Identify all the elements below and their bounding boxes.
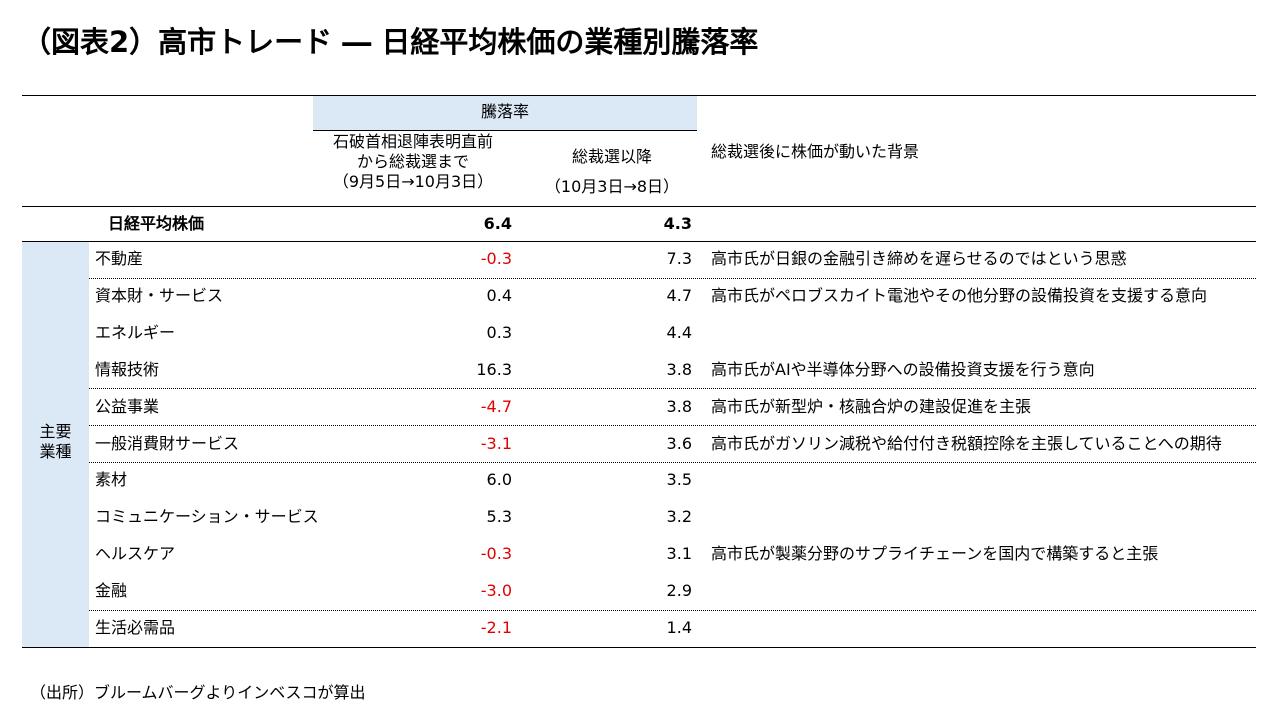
row-value: 1.4 [666, 618, 692, 637]
row-value: 3.8 [666, 396, 692, 416]
row-label: 生活必需品 [95, 618, 176, 637]
row-value: 3.2 [666, 507, 692, 527]
row-label: 公益事業 [95, 396, 160, 416]
header-fill [313, 95, 697, 130]
row-value: -3.0 [480, 581, 512, 601]
header-col: 総裁選以降 （10月3日→8日） [512, 142, 712, 202]
row-value: 3.6 [666, 433, 692, 453]
row-label: コミュニケーション・サービス [95, 507, 319, 527]
row-value: 5.3 [486, 507, 512, 527]
header-group: 騰落率 [480, 102, 529, 121]
rule [22, 241, 1256, 242]
row-value: 3.1 [666, 544, 692, 564]
row-reason: 高市氏がペロブスカイト電池やその他分野の設備投資を支援する意向 [711, 285, 1208, 305]
row-value: 4.7 [666, 285, 692, 305]
total-value: 6.4 [483, 214, 512, 233]
row-value: -2.1 [480, 618, 512, 637]
group-label: 主要 業種 [22, 422, 89, 462]
dotted-rule [89, 277, 1256, 279]
header-line: （9月5日→10月3日） [332, 172, 494, 191]
header-col: 石破首相退陣表明直前 から総裁選まで （9月5日→10月3日） [313, 132, 513, 192]
group-line: 業種 [39, 442, 72, 461]
row-label: エネルギー [95, 322, 176, 342]
row-label: 一般消費財サービス [95, 433, 240, 453]
row-value: 4.4 [666, 322, 692, 342]
row-value: -3.1 [480, 433, 512, 453]
header-line: （10月3日→8日） [544, 177, 680, 196]
row-label: 不動産 [95, 249, 144, 268]
row-label: 情報技術 [95, 359, 160, 379]
rule [22, 647, 1256, 648]
header-line: 石破首相退陣表明直前 [332, 132, 493, 151]
row-reason: 高市氏が製薬分野のサプライチェーンを国内で構築すると主張 [711, 544, 1159, 564]
header-line: 総裁選以降 [571, 147, 652, 166]
header-line: から総裁選まで [356, 152, 469, 171]
dotted-rule [89, 388, 1256, 390]
header-col: 総裁選後に株価が動いた背景 [711, 142, 920, 161]
total-value: 4.3 [663, 214, 692, 233]
row-reason: 高市氏が新型炉・核融合炉の建設促進を主張 [711, 396, 1032, 416]
row-reason: 高市氏が日銀の金融引き締めを遅らせるのではという思惑 [711, 249, 1127, 268]
row-reason: 高市氏がガソリン減税や給付付き税額控除を主張していることへの期待 [711, 433, 1222, 453]
dotted-rule [89, 462, 1256, 463]
row-value: 6.0 [486, 470, 512, 490]
row-value: 3.5 [666, 470, 692, 490]
row-value: 16.3 [476, 359, 512, 379]
group-fill [22, 241, 89, 647]
row-label: 金融 [95, 581, 128, 601]
row-label: 資本財・サービス [95, 285, 224, 305]
row-label: 素材 [95, 470, 128, 490]
row-value: -4.7 [480, 396, 512, 416]
rule [313, 130, 697, 131]
row-value: 7.3 [666, 249, 692, 268]
source: （出所）ブルームバーグよりインベスコが算出 [30, 683, 366, 702]
total-label: 日経平均株価 [108, 214, 205, 233]
row-reason: 高市氏がAIや半導体分野への設備投資支援を行う意向 [711, 359, 1095, 379]
rule [22, 95, 1256, 96]
title: （図表2）高市トレード ― 日経平均株価の業種別騰落率 [22, 25, 759, 59]
row-value: -0.3 [480, 249, 512, 268]
row-value: -0.3 [480, 544, 512, 564]
row-value: 0.4 [486, 285, 512, 305]
row-label: ヘルスケア [95, 544, 176, 564]
dotted-rule [89, 609, 1256, 611]
row-value: 3.8 [666, 359, 692, 379]
row-value: 0.3 [486, 322, 512, 342]
group-line: 主要 [39, 422, 72, 441]
row-value: 2.9 [666, 581, 692, 601]
rule [22, 206, 1256, 207]
dotted-rule [89, 425, 1256, 427]
